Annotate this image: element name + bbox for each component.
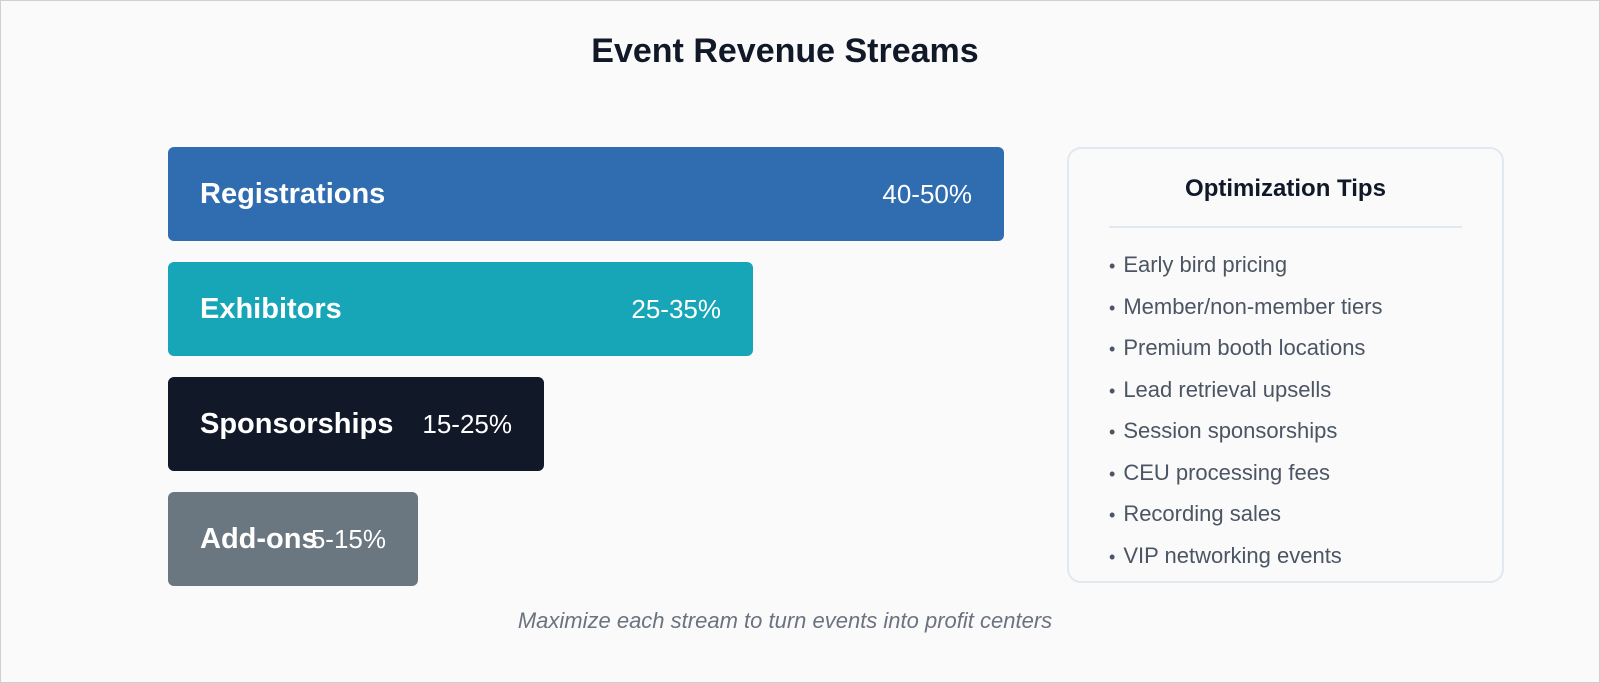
tip-text: Premium booth locations xyxy=(1123,335,1366,360)
list-item: • Lead retrieval upsells xyxy=(1109,375,1383,417)
bar-value: 15-25% xyxy=(422,409,512,439)
bar-exhibitors: Exhibitors 25-35% xyxy=(168,262,753,356)
bullet-icon: • xyxy=(1109,380,1116,401)
tip-text: Early bird pricing xyxy=(1123,252,1288,277)
tips-divider xyxy=(1109,226,1462,228)
tip-text: Recording sales xyxy=(1123,501,1282,526)
tip-text: Session sponsorships xyxy=(1123,418,1338,443)
bullet-icon: • xyxy=(1109,339,1116,359)
optimization-tips-panel: Optimization Tips • Early bird pricing • M… xyxy=(1067,147,1504,583)
bar-registrations: Registrations 40-50% xyxy=(168,147,1004,241)
tip-text: CEU processing fees xyxy=(1123,459,1330,485)
bar-value: 40-50% xyxy=(882,179,972,209)
tip-text: VIP networking events xyxy=(1123,542,1342,568)
bullet-icon: • xyxy=(1109,546,1116,567)
bar-value: 5-15% xyxy=(310,524,386,554)
list-item: • CEU processing fees xyxy=(1109,458,1383,500)
bar-label: Sponsorships xyxy=(200,408,394,440)
list-item: • Member/non-member tiers xyxy=(1109,292,1383,334)
tip-text: Member/non-member tiers xyxy=(1123,293,1383,319)
bar-label: Add-ons xyxy=(200,523,318,555)
list-item: • Premium booth locations xyxy=(1109,333,1383,375)
list-item: • Session sponsorships xyxy=(1109,416,1383,458)
tip-text: Lead retrieval upsells xyxy=(1123,376,1332,402)
bar-label: Registrations xyxy=(200,178,386,210)
bullet-icon: • xyxy=(1109,505,1116,525)
bullet-icon: • xyxy=(1109,297,1116,318)
bar-add-ons: Add-ons 5-15% xyxy=(168,492,418,586)
bar-sponsorships: Sponsorships 15-25% xyxy=(168,377,544,471)
bullet-icon: • xyxy=(1109,256,1116,276)
tips-title: Optimization Tips xyxy=(1185,175,1386,202)
bar-value: 25-35% xyxy=(631,294,721,324)
bullet-icon: • xyxy=(1109,463,1116,484)
list-item: • Early bird pricing xyxy=(1109,250,1383,292)
page-title: Event Revenue Streams xyxy=(591,32,979,70)
list-item: • VIP networking events xyxy=(1109,541,1383,583)
footer-caption: Maximize each stream to turn events into… xyxy=(517,608,1053,633)
bullet-icon: • xyxy=(1109,422,1116,442)
tips-list: • Early bird pricing • Member/non-member t… xyxy=(1109,250,1383,582)
bar-label: Exhibitors xyxy=(200,293,342,325)
list-item: • Recording sales xyxy=(1109,499,1383,541)
